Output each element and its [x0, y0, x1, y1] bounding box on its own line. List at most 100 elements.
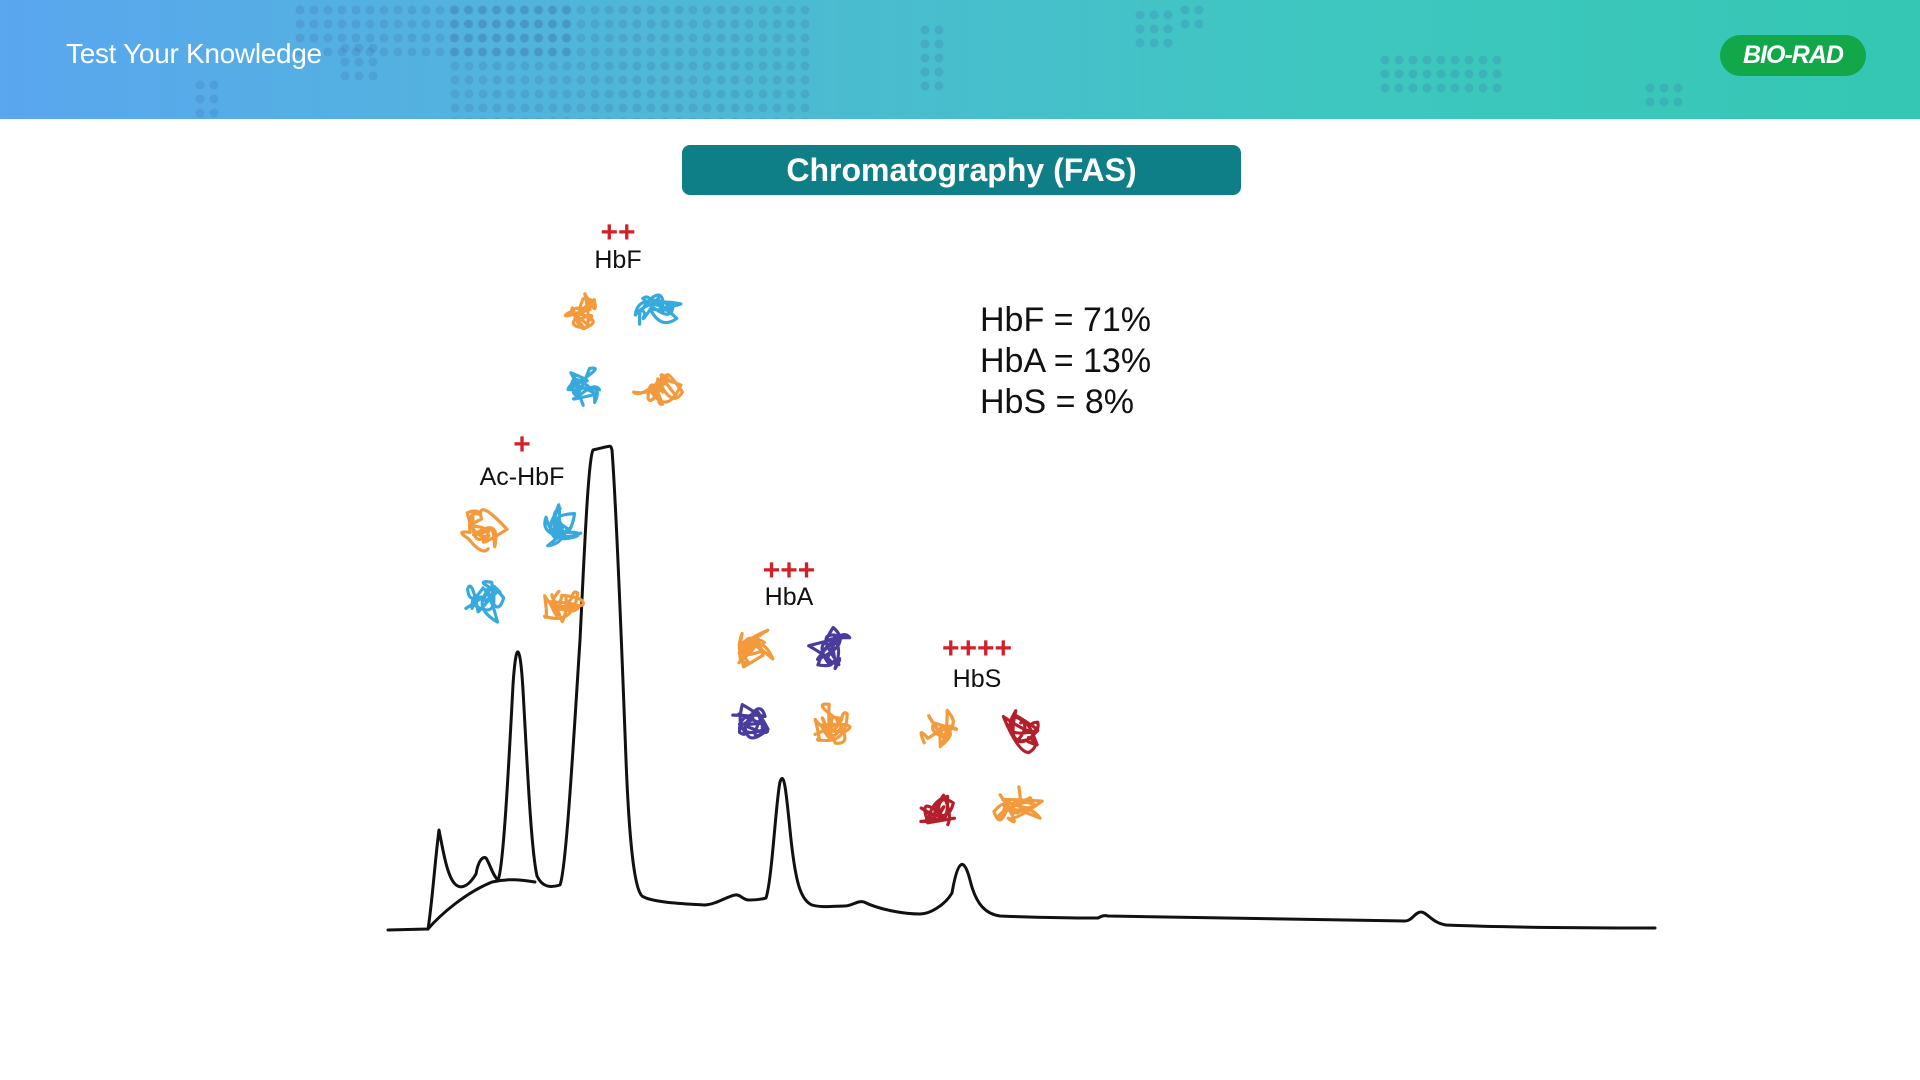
- map-dot: [744, 5, 754, 15]
- map-dot: [1659, 97, 1669, 107]
- map-dot: [506, 103, 516, 113]
- map-dot: [506, 61, 516, 71]
- map-dot: [688, 61, 698, 71]
- map-dot: [450, 19, 460, 29]
- map-dot: [323, 33, 333, 43]
- peak-group-hbf: ++ HbF: [563, 216, 685, 407]
- map-dot: [379, 33, 389, 43]
- map-dot: [407, 33, 417, 43]
- map-dot: [773, 117, 781, 119]
- map-dot: [786, 5, 796, 15]
- map-dot: [934, 53, 944, 63]
- map-dot: [337, 5, 347, 15]
- map-dot: [1149, 24, 1159, 34]
- map-dot: [450, 47, 460, 57]
- map-dot: [590, 103, 600, 113]
- chain-top-left-icon: [919, 708, 959, 749]
- map-dot: [478, 19, 488, 29]
- map-dot: [368, 43, 378, 53]
- map-dot: [1380, 55, 1390, 65]
- map-dot: [646, 103, 656, 113]
- map-dot: [632, 33, 642, 43]
- map-dot: [674, 89, 684, 99]
- map-dot: [195, 80, 205, 90]
- map-dot: [702, 5, 712, 15]
- chain-top-right-icon: [633, 293, 683, 326]
- ac-hbf-hemoglobin-tetramer: [460, 503, 585, 624]
- map-dot: [1135, 24, 1145, 34]
- map-dot: [533, 47, 543, 57]
- map-dot: [758, 19, 768, 29]
- map-dot: [716, 5, 726, 15]
- map-dot: [562, 5, 572, 15]
- map-dot: [519, 19, 529, 29]
- map-dot: [717, 117, 725, 119]
- map-dot: [744, 19, 754, 29]
- map-dot: [786, 47, 796, 57]
- map-dot: [1492, 55, 1502, 65]
- map-dot: [744, 47, 754, 57]
- map-dot: [449, 33, 459, 43]
- map-dot: [323, 19, 333, 29]
- map-dot: [548, 33, 558, 43]
- map-dot: [758, 89, 768, 99]
- map-dot: [646, 47, 656, 57]
- map-dot: [1450, 55, 1460, 65]
- hbs-label: HbS: [953, 665, 1002, 693]
- chain-bottom-left-icon: [731, 703, 770, 740]
- map-dot: [337, 47, 347, 57]
- map-dot: [758, 75, 768, 85]
- map-dot: [365, 19, 375, 29]
- map-dot: [393, 33, 403, 43]
- map-dot: [450, 103, 460, 113]
- map-dot: [1194, 5, 1204, 15]
- slide-title: Chromatography (FAS): [682, 145, 1241, 195]
- map-dot: [646, 89, 656, 99]
- map-dot: [464, 61, 474, 71]
- map-dot: [920, 81, 930, 91]
- map-dot: [604, 75, 614, 85]
- map-dot: [730, 47, 740, 57]
- map-dot: [1163, 38, 1173, 48]
- map-dot: [576, 61, 586, 71]
- map-dot: [702, 33, 712, 43]
- map-dot: [716, 103, 726, 113]
- map-dot: [463, 33, 473, 43]
- map-dot: [464, 5, 474, 15]
- map-dot: [1408, 55, 1418, 65]
- map-dot: [506, 75, 516, 85]
- map-dot: [675, 117, 683, 119]
- map-dot: [1394, 55, 1404, 65]
- map-dot: [660, 103, 670, 113]
- map-dot: [800, 19, 810, 29]
- peak-group-hbs: ++++ HbS: [919, 632, 1044, 827]
- map-dot: [618, 75, 628, 85]
- map-dot: [632, 89, 642, 99]
- map-dot: [674, 5, 684, 15]
- map-dot: [674, 103, 684, 113]
- map-dot: [744, 75, 754, 85]
- map-dot: [605, 117, 613, 119]
- map-dot: [534, 33, 544, 43]
- header-title: Test Your Knowledge: [66, 38, 322, 69]
- map-dot: [492, 75, 502, 85]
- map-dot: [702, 103, 712, 113]
- map-dot: [435, 19, 445, 29]
- chromatogram-trace: [386, 444, 1657, 932]
- map-dot: [758, 47, 768, 57]
- map-dot: [562, 103, 572, 113]
- map-dot: [309, 5, 319, 15]
- map-dot: [1478, 55, 1488, 65]
- map-dot: [563, 117, 571, 119]
- world-map-dots-decoration: [195, 5, 1683, 119]
- map-dot: [744, 89, 754, 99]
- map-dot: [604, 89, 614, 99]
- map-dot: [632, 103, 642, 113]
- map-dot: [295, 33, 305, 43]
- map-dot: [646, 5, 656, 15]
- map-dot: [730, 103, 740, 113]
- map-dot: [195, 94, 205, 104]
- map-dot: [464, 47, 474, 57]
- map-dot: [1645, 83, 1655, 93]
- map-dot: [407, 47, 417, 57]
